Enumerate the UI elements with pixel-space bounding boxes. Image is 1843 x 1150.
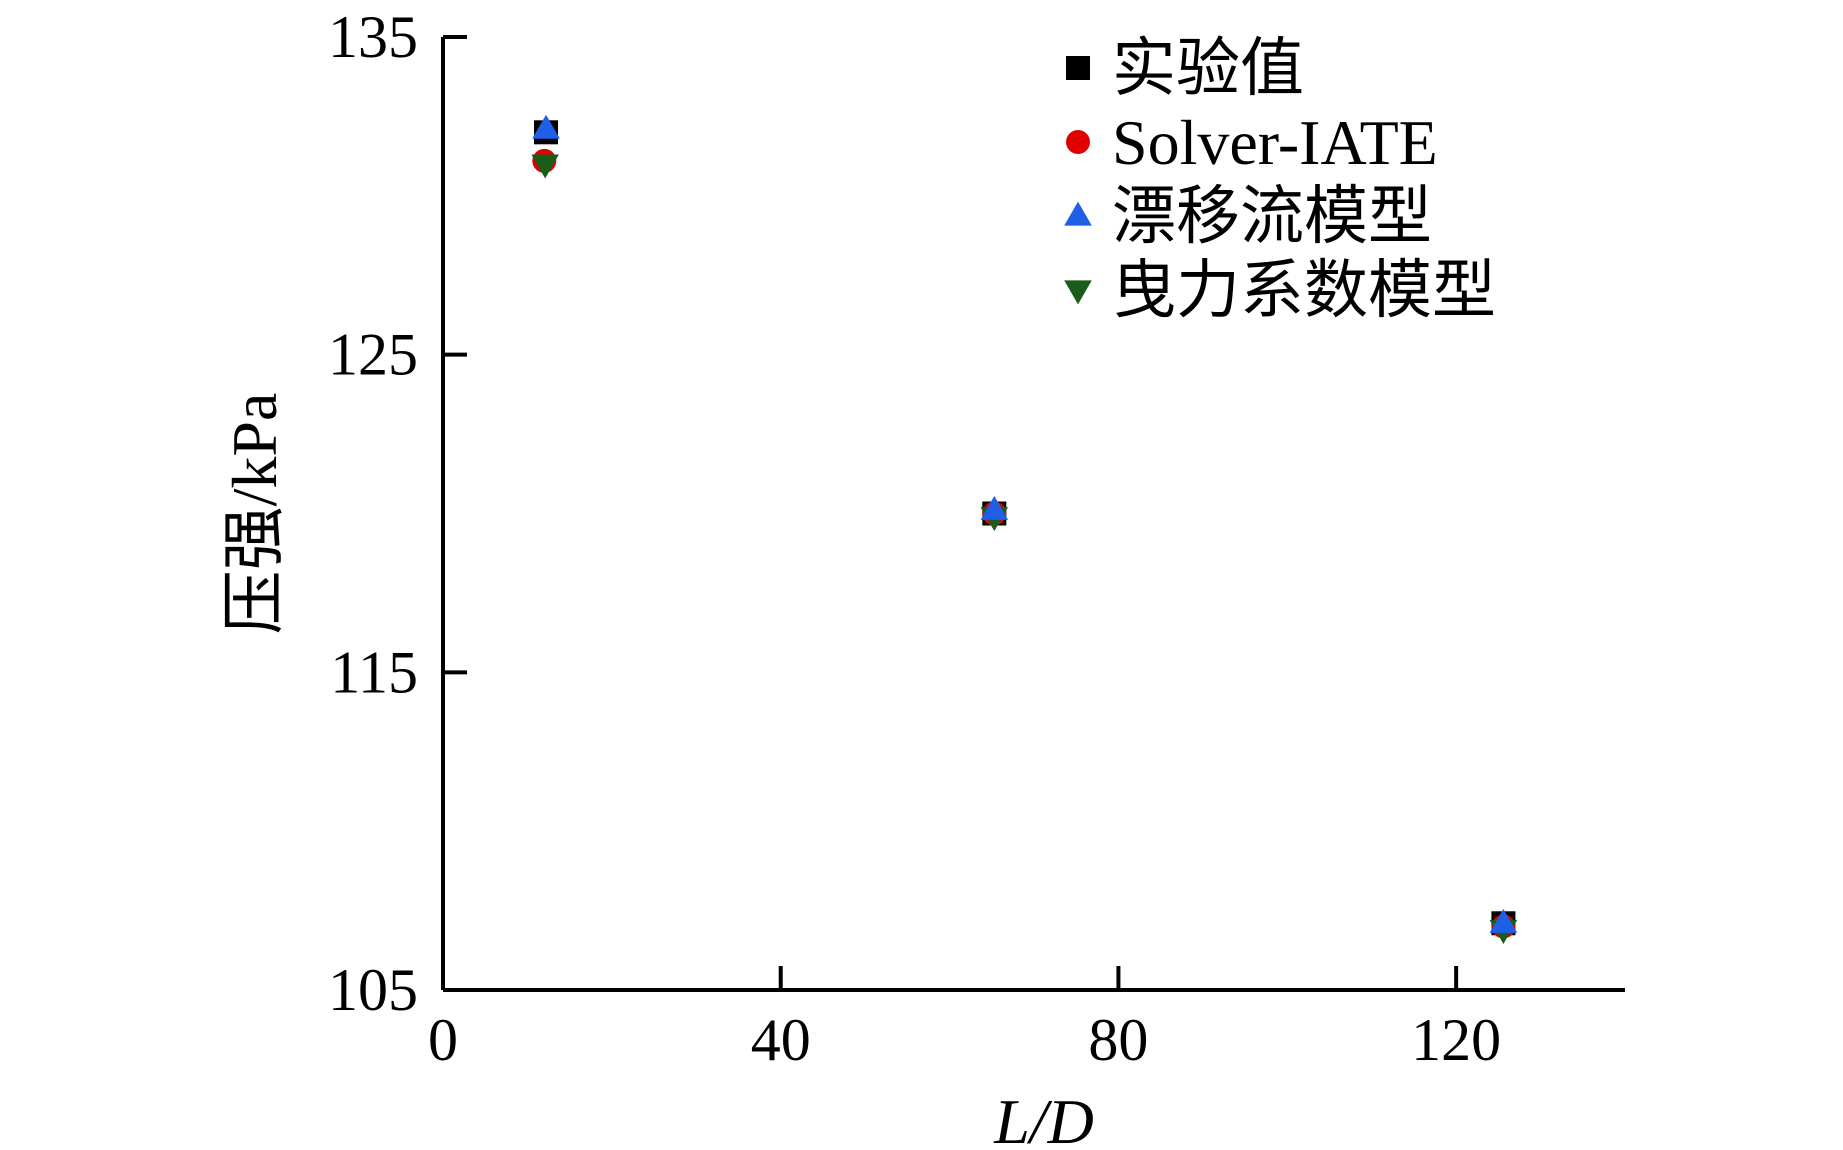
- y-tick-label: 115: [330, 639, 418, 705]
- legend-item: 实验值: [1066, 33, 1304, 104]
- y-tick-label: 125: [328, 322, 418, 388]
- x-axis-title: L/D: [993, 1086, 1094, 1150]
- x-ticks: 0 40 80 120: [428, 966, 1501, 1073]
- legend-marker-triangle-up: [1064, 201, 1092, 226]
- x-tick-label: 80: [1088, 1007, 1148, 1073]
- legend-label: 实验值: [1112, 33, 1304, 104]
- x-tick-label: 40: [751, 1007, 811, 1073]
- data-point-triangle-up: [532, 114, 560, 139]
- y-ticks: 105 115 125 135: [328, 4, 467, 1023]
- x-tick-label: 0: [428, 1007, 458, 1073]
- legend-marker-circle: [1066, 130, 1090, 154]
- x-tick-label: 120: [1411, 1007, 1501, 1073]
- axes: [441, 37, 1625, 992]
- legend-label: 曳力系数模型: [1112, 255, 1496, 326]
- y-tick-label: 105: [328, 957, 418, 1023]
- legend-item: 曳力系数模型: [1064, 255, 1496, 326]
- legend-item: 漂移流模型: [1064, 181, 1432, 252]
- y-axis-title: 压强/kPa: [219, 393, 290, 635]
- legend-marker-triangle-down: [1064, 280, 1092, 305]
- data-point-triangle-up: [1489, 908, 1518, 933]
- legend-label: 漂移流模型: [1112, 181, 1432, 252]
- series-triangle-up: [532, 114, 1518, 933]
- legend-marker-square: [1066, 56, 1090, 80]
- y-tick-label: 135: [328, 4, 418, 70]
- data-point-triangle-up: [980, 495, 1009, 520]
- data-points: [531, 114, 1518, 945]
- data-point-triangle-down: [531, 154, 559, 179]
- legend-label: Solver-IATE: [1112, 107, 1438, 178]
- legend-item: Solver-IATE: [1066, 107, 1438, 178]
